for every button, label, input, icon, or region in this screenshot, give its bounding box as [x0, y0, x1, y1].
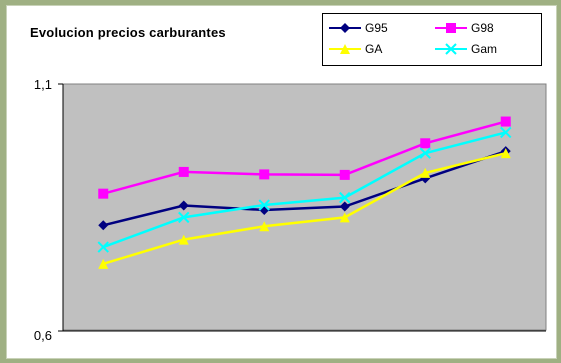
data-point-ga-4	[339, 212, 350, 223]
series-line-g95	[102, 149, 507, 227]
legend-entry-g95: G95	[329, 19, 429, 37]
data-point-ga-2	[178, 234, 189, 245]
data-point-ga-5	[420, 167, 431, 178]
legend-swatch-ga	[329, 44, 361, 54]
series-ga	[98, 148, 511, 269]
data-point-g98-6	[500, 116, 511, 127]
legend-swatch-g98	[435, 23, 467, 33]
legend-marker-ga	[340, 44, 350, 54]
data-point-ga-6	[500, 148, 511, 159]
legend-marker-gam	[445, 43, 457, 55]
series-line-gam	[102, 131, 507, 249]
legend-label-g98: G98	[471, 21, 494, 35]
data-point-g98-1	[98, 188, 109, 199]
data-point-g95-4	[339, 201, 350, 212]
legend-swatch-g95	[329, 23, 361, 33]
series-line-g98	[102, 120, 507, 195]
data-point-ga-1	[98, 258, 109, 269]
data-point-gam-5	[419, 147, 431, 159]
data-point-gam-6	[500, 126, 512, 139]
legend: G95 G98 GA Gam	[322, 13, 542, 66]
legend-label-g95: G95	[365, 21, 388, 35]
chart-title: Evolucion precios carburantes	[30, 25, 226, 40]
series-g98	[98, 116, 511, 199]
data-point-gam-4	[339, 191, 351, 204]
data-point-ga-3	[259, 221, 270, 232]
legend-entry-gam: Gam	[435, 40, 535, 58]
legend-swatch-gam	[435, 43, 467, 55]
y-tick-label-top: 1,1	[34, 77, 52, 92]
data-point-g98-5	[420, 138, 431, 149]
legend-label-gam: Gam	[471, 42, 498, 56]
data-point-gam-2	[178, 211, 190, 224]
legend-label-ga: GA	[365, 42, 383, 56]
legend-entry-g98: G98	[435, 19, 535, 37]
series-layer	[97, 116, 512, 269]
data-point-g98-4	[339, 169, 350, 180]
data-point-g98-2	[178, 166, 189, 177]
data-point-g95-1	[98, 220, 109, 231]
legend-marker-g95	[340, 23, 350, 33]
legend-marker-g98	[446, 23, 456, 33]
data-point-gam-3	[258, 199, 270, 211]
data-point-g98-3	[259, 169, 270, 180]
data-point-g95-2	[178, 200, 189, 211]
series-gam	[97, 126, 512, 253]
y-tick-label-bottom: 0,6	[34, 328, 52, 343]
series-line-ga	[102, 151, 507, 266]
legend-entry-ga: GA	[329, 40, 429, 58]
data-point-gam-1	[97, 241, 109, 253]
